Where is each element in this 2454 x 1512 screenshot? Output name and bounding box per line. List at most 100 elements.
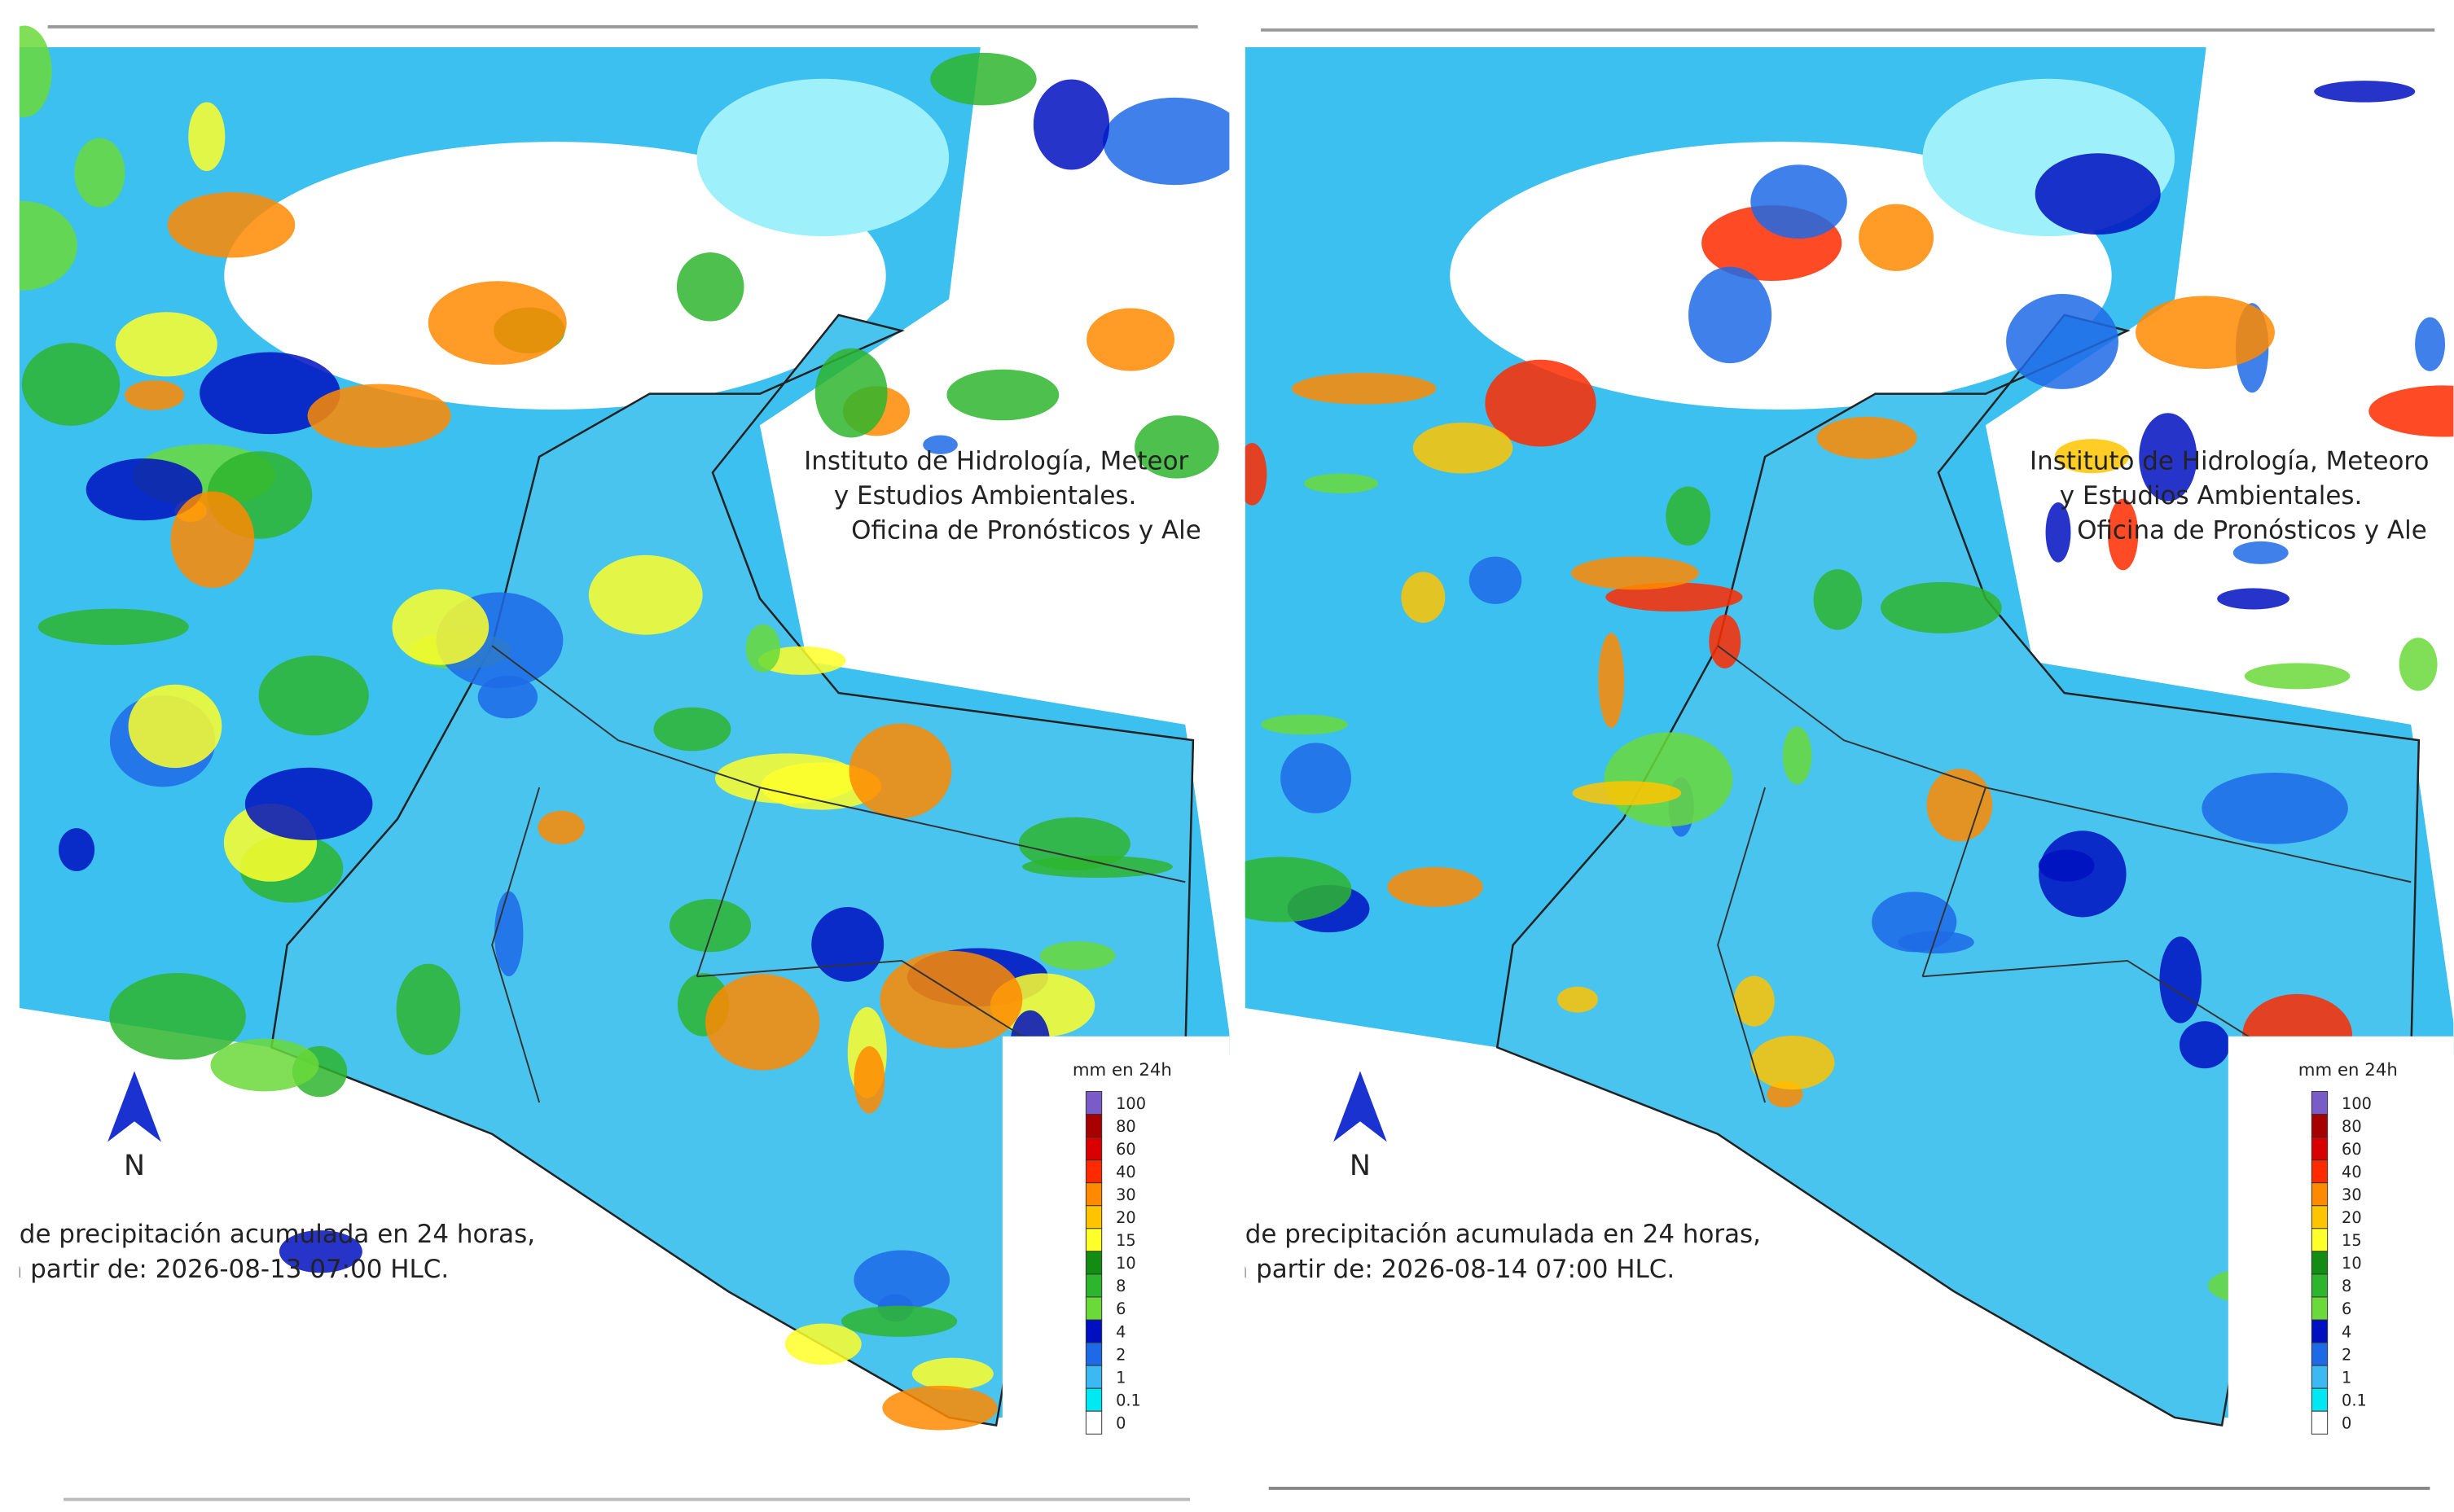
legend-box	[2228, 1036, 2454, 1462]
rain-cell	[244, 767, 373, 841]
rain-cell	[109, 973, 246, 1060]
institute-text: Instituto de Hidrología, Meteor	[804, 446, 1188, 476]
legend-swatch	[2311, 1114, 2329, 1138]
rain-cell	[37, 608, 189, 646]
institute-text: Instituto de Hidrología, Meteoro	[2030, 446, 2429, 476]
legend-title: mm en 24h	[2298, 1060, 2398, 1080]
rain-cell	[2314, 81, 2416, 103]
rain-cell	[2045, 502, 2071, 563]
legend-title: mm en 24h	[1073, 1060, 1172, 1080]
rain-cell	[745, 624, 780, 673]
rain-cell	[538, 810, 585, 844]
rain-cell	[911, 1357, 994, 1390]
rain-cell	[2006, 293, 2118, 389]
rain-cell	[2035, 153, 2161, 235]
legend-label: 8	[2342, 1277, 2351, 1295]
legend-label: 100	[1116, 1094, 1146, 1113]
rain-cell	[1102, 97, 1230, 186]
rain-cell	[1604, 732, 1733, 827]
north-label: N	[124, 1150, 145, 1182]
legend-label: 20	[2342, 1208, 2362, 1227]
legend-label: 60	[2342, 1140, 2362, 1159]
rain-cell	[2368, 385, 2454, 437]
rain-cell	[2108, 498, 2139, 571]
rain-cell	[2232, 541, 2289, 564]
rain-cell	[880, 950, 1023, 1049]
legend-label: 4	[2342, 1322, 2351, 1341]
rain-cell	[1485, 359, 1596, 447]
rain-cell	[2054, 439, 2130, 474]
rain-cell	[1816, 416, 1917, 459]
legend-swatch	[1085, 1342, 1103, 1366]
rain-cell	[811, 907, 885, 982]
legend-label: 20	[1116, 1208, 1136, 1227]
institute-text: Oficina de Pronósticos y Ale	[851, 516, 1201, 546]
rain-cell	[705, 974, 820, 1071]
dry-area	[696, 78, 950, 237]
rain-cell	[1412, 422, 1513, 474]
rain-cell	[2139, 413, 2197, 502]
legend-label: 1	[1116, 1368, 1126, 1387]
legend-swatch	[1085, 1091, 1103, 1115]
legend-label: 0.1	[2342, 1391, 2367, 1409]
rain-cell	[1750, 164, 1847, 239]
legend-label: 4	[1116, 1322, 1126, 1341]
map-panel: Instituto de Hidrología, Meteoro y Estudi…	[1245, 47, 2454, 1462]
legend-label: 0	[1116, 1413, 1126, 1432]
legend-swatch	[1085, 1410, 1103, 1435]
legend-swatch	[2311, 1387, 2329, 1412]
rain-cell	[1926, 769, 1993, 842]
rain-cell	[1245, 857, 1352, 923]
rain-cell	[930, 52, 1037, 106]
legend-swatch	[2311, 1251, 2329, 1275]
rain-cell	[2399, 638, 2438, 691]
rain-cell	[2202, 772, 2348, 844]
rain-cell	[923, 435, 958, 454]
rain-cell	[854, 1045, 885, 1114]
rain-cell	[2136, 296, 2275, 370]
legend-label: 2	[2342, 1345, 2351, 1364]
rain-cell	[1813, 569, 1863, 630]
rain-cell	[200, 352, 340, 435]
legend-swatch	[1085, 1251, 1103, 1275]
caption: de precipitación acumulada en 24 horas,	[20, 1220, 535, 1249]
rain-cell	[882, 1385, 998, 1431]
rain-cell	[1557, 986, 1598, 1013]
rain-cell	[210, 1038, 319, 1092]
north-arrow	[1333, 1071, 1387, 1142]
legend-swatch	[2311, 1182, 2329, 1207]
rain-cell	[428, 281, 567, 365]
rain-cell	[2217, 588, 2289, 610]
institute-text: y Estudios Ambientales.	[834, 481, 1137, 511]
rain-cell	[849, 723, 952, 819]
borders	[1717, 645, 2412, 1103]
rain-cell	[2039, 831, 2127, 918]
rain-cell	[170, 491, 255, 588]
legend-swatch	[2311, 1342, 2329, 1366]
rain-cell	[1468, 556, 1522, 604]
legend-swatch	[2311, 1410, 2329, 1435]
legend-label: 6	[1116, 1299, 1126, 1318]
rain-cell	[1387, 866, 1483, 907]
rain-cell	[494, 891, 524, 977]
caption: a partir de: 2026-08-13 07:00 HLC.	[7, 1255, 449, 1284]
legend-swatch	[2311, 1365, 2329, 1389]
rain-cell	[128, 684, 222, 769]
rain-cell	[58, 828, 95, 871]
legend-label: 10	[2342, 1254, 2362, 1273]
legend-label: 60	[1116, 1140, 1136, 1159]
legend-label: 6	[2342, 1299, 2351, 1318]
legend-swatch	[2311, 1319, 2329, 1343]
rain-cell	[2415, 317, 2446, 371]
rain-cell	[1666, 486, 1711, 546]
legend-label: 40	[1116, 1163, 1136, 1181]
rain-cell	[125, 379, 185, 410]
rain-cell	[1859, 204, 1934, 271]
legend-label: 0	[2342, 1413, 2351, 1432]
legend-label: 30	[2342, 1185, 2362, 1204]
rain-cell	[19, 200, 77, 291]
rain-cell	[258, 655, 369, 736]
legend-swatch	[1085, 1159, 1103, 1184]
